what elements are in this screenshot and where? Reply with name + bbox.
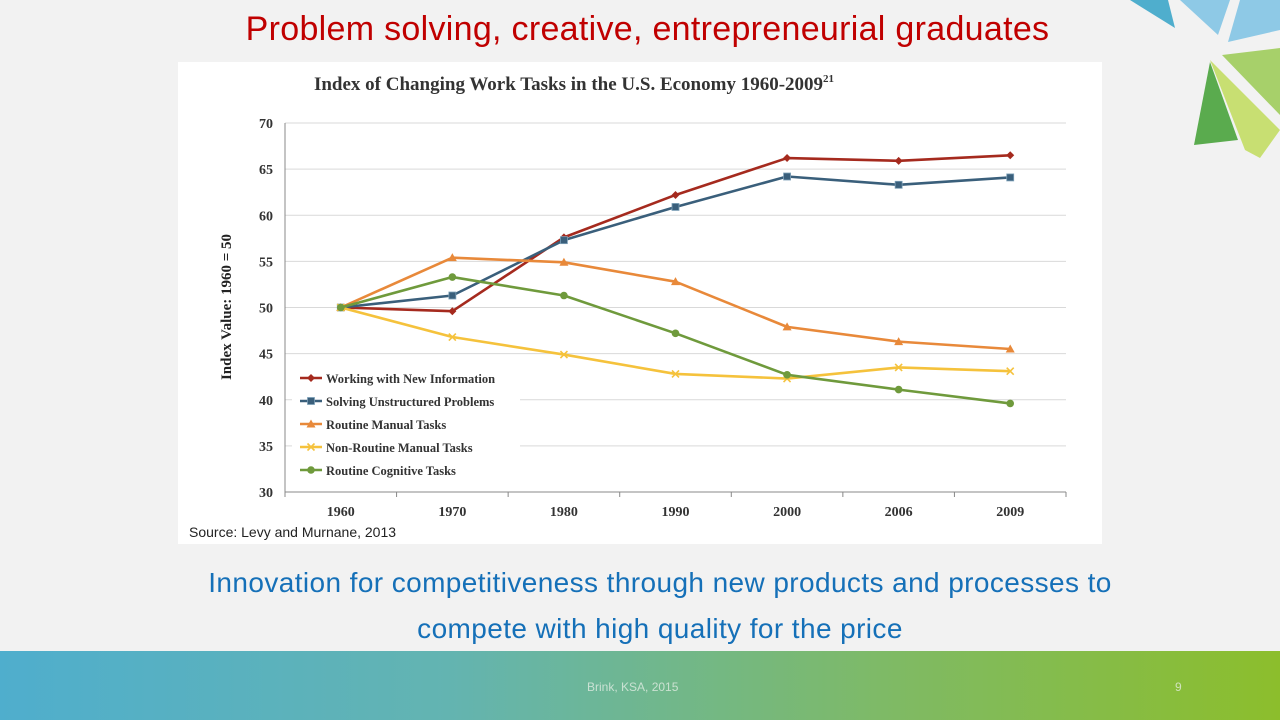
y-tick-label: 30 bbox=[259, 486, 273, 501]
data-point bbox=[1006, 399, 1015, 408]
data-point bbox=[671, 329, 680, 338]
data-point bbox=[783, 154, 792, 163]
footer-band bbox=[0, 651, 1280, 720]
y-tick-label: 50 bbox=[259, 302, 273, 317]
y-tick-label: 65 bbox=[259, 163, 273, 178]
y-tick-label: 40 bbox=[259, 394, 273, 409]
legend-marker bbox=[306, 442, 316, 452]
leaf-green-shape bbox=[1194, 62, 1238, 145]
leaf-lime-shape bbox=[1222, 48, 1280, 115]
series-routine-manual-tasks bbox=[336, 253, 1015, 353]
legend-label: Working with New Information bbox=[326, 372, 495, 386]
legend-item: Working with New Information bbox=[300, 372, 495, 386]
decorative-leaf-graphic bbox=[1130, 0, 1280, 158]
legend-item: Routine Manual Tasks bbox=[300, 418, 446, 432]
legend-item: Routine Cognitive Tasks bbox=[300, 464, 456, 478]
data-point bbox=[448, 332, 457, 342]
legend-label: Routine Manual Tasks bbox=[326, 418, 446, 432]
slide-title: Problem solving, creative, entrepreneuri… bbox=[245, 10, 1050, 48]
data-point bbox=[894, 156, 903, 165]
series-routine-cognitive-tasks bbox=[336, 273, 1015, 408]
leaf-lightblue-shape bbox=[1228, 0, 1280, 42]
data-point bbox=[1006, 173, 1015, 182]
legend-label: Solving Unstructured Problems bbox=[326, 395, 494, 409]
data-point bbox=[1006, 151, 1015, 160]
x-tick-label: 1970 bbox=[438, 505, 466, 520]
footer-citation: Brink, KSA, 2015 bbox=[587, 680, 679, 694]
legend-marker bbox=[307, 397, 315, 405]
legend-marker bbox=[306, 419, 316, 428]
data-point bbox=[894, 385, 903, 394]
page-number: 9 bbox=[1175, 680, 1182, 694]
legend: Working with New Information Solving Unst… bbox=[292, 363, 520, 483]
legend-marker bbox=[307, 466, 315, 474]
x-tick-label: 2000 bbox=[773, 505, 801, 520]
data-point bbox=[783, 172, 791, 181]
data-point bbox=[559, 257, 569, 266]
chart-panel: Index of Changing Work Tasks in the U.S.… bbox=[178, 62, 1102, 544]
data-point bbox=[447, 253, 457, 262]
data-point bbox=[894, 337, 904, 346]
chart-title-text: Index of Changing Work Tasks in the U.S.… bbox=[314, 74, 823, 95]
data-point bbox=[671, 190, 680, 199]
legend-label: Non-Routine Manual Tasks bbox=[326, 441, 473, 455]
legend-label: Routine Cognitive Tasks bbox=[326, 464, 456, 478]
data-point bbox=[560, 236, 568, 245]
x-tick-label: 1960 bbox=[327, 505, 355, 520]
leaf-blue-shape bbox=[1180, 0, 1230, 35]
legend-background bbox=[292, 363, 520, 483]
leaf-yellowgreen-shape bbox=[1210, 60, 1280, 158]
legend-item: Non-Routine Manual Tasks bbox=[300, 441, 473, 455]
x-tick-label: 2009 bbox=[996, 505, 1024, 520]
y-tick-label: 45 bbox=[259, 348, 273, 363]
x-tick-label: 1990 bbox=[662, 505, 690, 520]
legend-item: Solving Unstructured Problems bbox=[300, 395, 494, 409]
series-line bbox=[340, 153, 1011, 313]
chart-title-superscript: 21 bbox=[823, 73, 834, 85]
series-working-with-new-information bbox=[336, 151, 1015, 316]
line-chart: Index of Changing Work Tasks in the U.S.… bbox=[219, 73, 1067, 520]
gridlines bbox=[285, 122, 1066, 447]
series-solving-unstructured-problems bbox=[336, 172, 1015, 312]
data-point bbox=[1006, 367, 1015, 376]
data-point bbox=[336, 303, 345, 312]
data-point bbox=[671, 203, 680, 211]
data-point bbox=[783, 371, 791, 379]
subtitle-line-1: Innovation for competitiveness through n… bbox=[208, 567, 1112, 598]
y-tick-label: 35 bbox=[259, 440, 273, 455]
source-note: Source: Levy and Murnane, 2013 bbox=[189, 524, 397, 540]
x-tick-label: 2006 bbox=[885, 505, 913, 520]
data-point bbox=[448, 291, 457, 300]
data-point bbox=[671, 277, 680, 286]
series-lines bbox=[336, 151, 1015, 408]
slide-subtitle: Innovation for competitiveness through n… bbox=[110, 560, 1210, 652]
y-tick-label: 70 bbox=[259, 117, 273, 132]
data-point bbox=[448, 307, 457, 316]
subtitle-line-2: compete with high quality for the price bbox=[417, 613, 903, 644]
data-point bbox=[559, 350, 568, 359]
legend-marker bbox=[307, 374, 315, 382]
data-point bbox=[894, 363, 903, 372]
y-tick-label: 60 bbox=[259, 209, 273, 224]
data-point bbox=[448, 273, 457, 281]
data-point bbox=[1005, 344, 1015, 353]
axes: 30 35 40 45 50 55 60 65 70 1960 1970 1980 1990 2000 20… bbox=[259, 117, 1067, 520]
data-point bbox=[894, 180, 903, 189]
x-tick-label: 1980 bbox=[550, 505, 578, 520]
y-tick-label: 55 bbox=[259, 255, 273, 270]
leaf-teal-shape bbox=[1130, 0, 1175, 28]
data-point bbox=[671, 369, 680, 378]
y-axis-label: Index Value: 1960 = 50 bbox=[219, 234, 235, 380]
data-point bbox=[560, 291, 568, 300]
chart-title: Index of Changing Work Tasks in the U.S.… bbox=[314, 73, 834, 95]
data-point bbox=[782, 322, 792, 331]
